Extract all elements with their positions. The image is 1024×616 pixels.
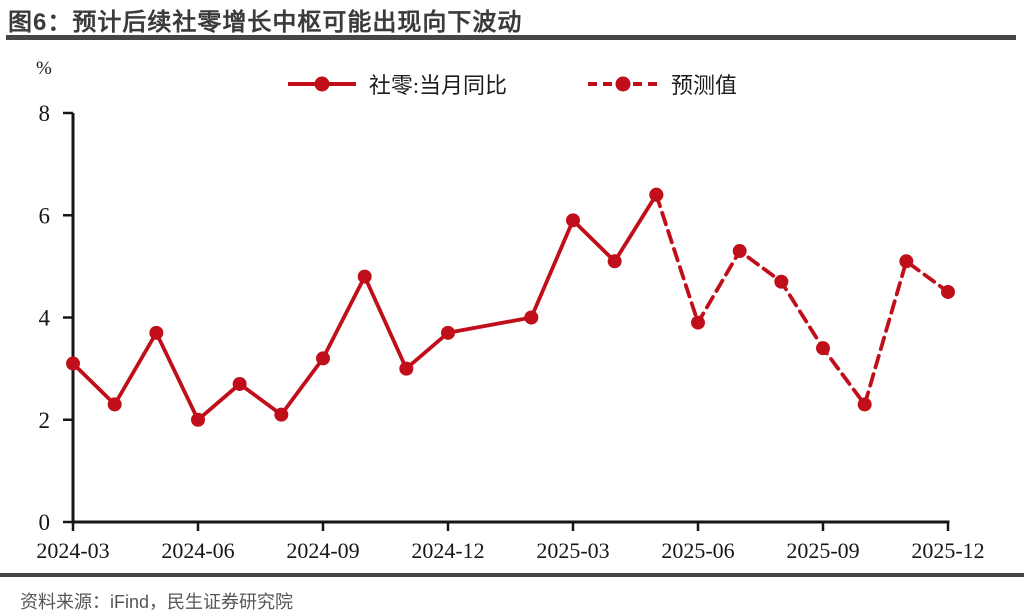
y-tick-label: 6	[39, 203, 51, 228]
x-tick-label: 2025-03	[536, 538, 609, 563]
data-point-actual	[107, 397, 122, 412]
y-tick-label: 2	[39, 408, 51, 433]
x-tick-label: 2025-12	[911, 538, 984, 563]
data-point-forecast	[816, 341, 830, 356]
data-point-actual	[232, 376, 247, 391]
data-point-actual	[441, 325, 455, 340]
x-tick-label: 2024-06	[161, 538, 234, 563]
legend-label-actual: 社零:当月同比	[368, 73, 508, 98]
legend-label-forecast: 预测值	[671, 73, 738, 98]
data-point-forecast	[732, 244, 747, 259]
data-point-actual	[149, 325, 164, 340]
figure-title: 图6：预计后续社零增长中枢可能出现向下波动	[8, 9, 523, 36]
x-tick-label: 2024-12	[411, 538, 484, 563]
legend-item-forecast: 预测值	[587, 68, 737, 100]
data-point-actual	[274, 407, 289, 422]
data-point-actual	[316, 351, 330, 366]
data-point-actual	[566, 213, 580, 228]
legend: 社零:当月同比 预测值	[0, 70, 1024, 98]
data-point-actual	[191, 412, 205, 427]
y-tick-label: 8	[39, 101, 51, 126]
x-tick-label: 2024-03	[36, 538, 109, 563]
legend-item-actual: 社零:当月同比	[287, 68, 507, 100]
legend-swatch-dashed-line-icon	[588, 76, 659, 92]
data-point-forecast	[857, 397, 872, 412]
data-point-actual	[524, 310, 539, 325]
footer-divider	[0, 573, 1024, 577]
y-tick-label: 0	[39, 510, 51, 535]
data-point-actual	[66, 356, 80, 371]
data-point-actual	[357, 269, 372, 284]
series-line-forecast	[654, 192, 950, 407]
data-point-forecast	[649, 187, 664, 202]
data-point-actual	[399, 361, 414, 376]
data-point-forecast	[941, 284, 955, 299]
data-point-forecast	[774, 274, 789, 289]
title-underline	[6, 35, 1016, 40]
data-point-actual	[607, 254, 622, 269]
x-tick-label: 2025-06	[661, 538, 734, 563]
data-point-forecast	[691, 315, 705, 330]
legend-swatch-solid-line-icon	[287, 76, 356, 92]
x-tick-label: 2025-09	[786, 538, 859, 563]
x-tick-label: 2024-09	[286, 538, 359, 563]
y-tick-label: 4	[39, 306, 51, 331]
series-line-actual	[71, 192, 659, 422]
y-axis-unit-label: %	[36, 58, 52, 79]
data-point-forecast	[899, 254, 914, 269]
source-note: 资料来源：iFind，民生证券研究院	[20, 592, 294, 612]
